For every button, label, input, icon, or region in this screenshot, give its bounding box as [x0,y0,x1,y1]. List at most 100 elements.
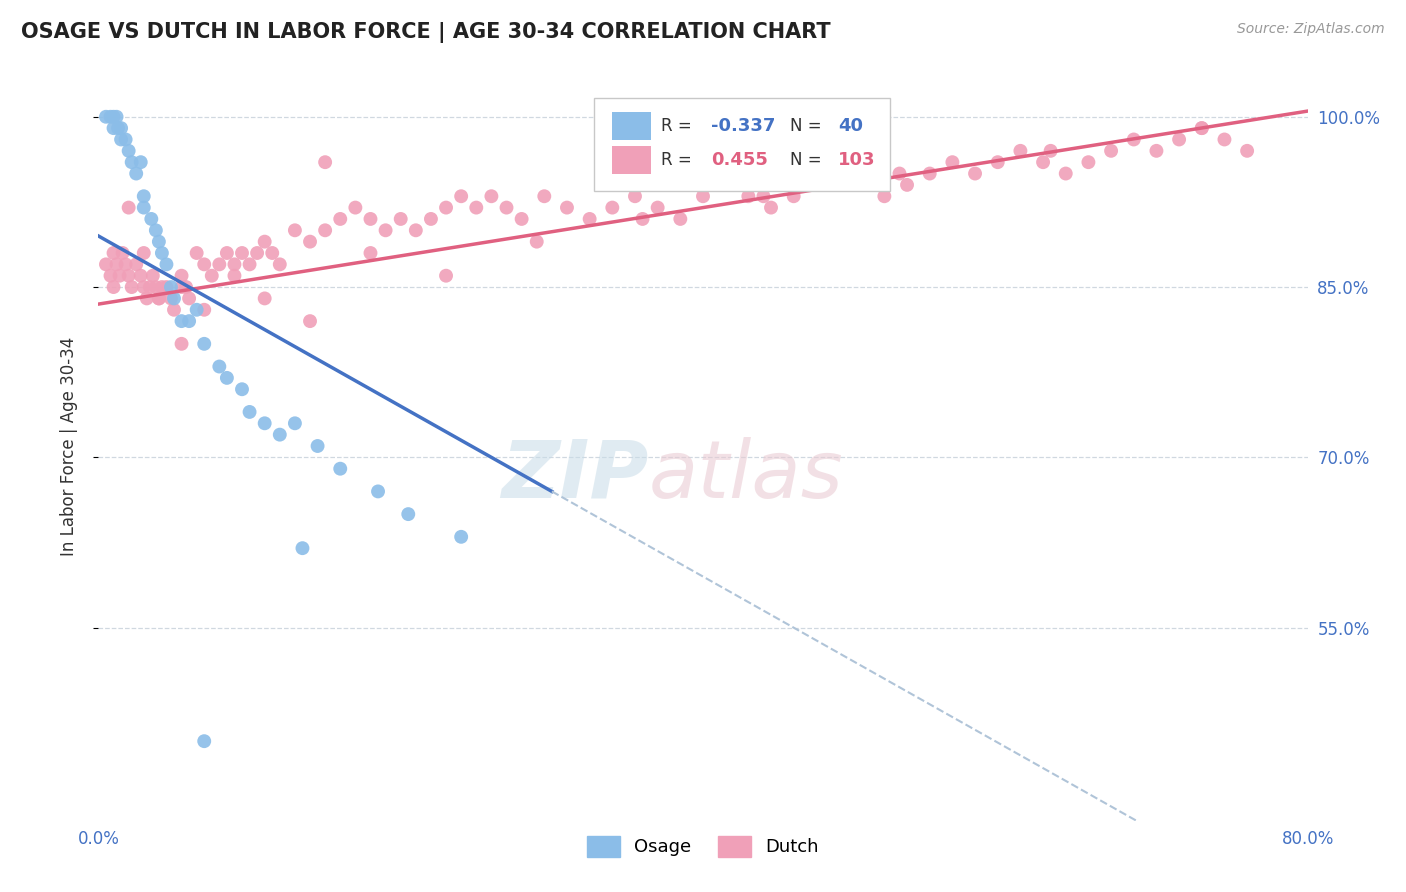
Dutch [526,235,548,249]
Dutch [142,268,165,283]
Dutch [624,189,647,203]
Dutch [896,178,918,192]
Dutch [1099,144,1122,158]
Osage [307,439,329,453]
Legend: Osage, Dutch: Osage, Dutch [581,829,825,864]
Text: 0.455: 0.455 [711,151,768,169]
Osage [132,201,155,215]
Osage [179,314,201,328]
Osage [284,417,307,431]
Dutch [299,235,322,249]
Osage [114,132,136,146]
Dutch [360,246,382,260]
Dutch [155,280,177,294]
Dutch [224,257,246,271]
FancyBboxPatch shape [595,97,890,191]
Dutch [148,292,170,306]
Text: Source: ZipAtlas.com: Source: ZipAtlas.com [1237,22,1385,37]
Text: -0.337: -0.337 [711,117,776,135]
Dutch [121,280,143,294]
Osage [367,484,389,499]
Dutch [193,257,215,271]
Osage [208,359,231,374]
Dutch [918,167,941,181]
Osage [105,110,128,124]
Dutch [160,292,183,306]
Osage [129,155,152,169]
Dutch [889,167,911,181]
Dutch [1077,155,1099,169]
Osage [118,144,141,158]
Dutch [103,246,125,260]
Dutch [132,280,155,294]
Dutch [374,223,396,237]
Text: ZIP: ZIP [501,437,648,515]
Osage [125,167,148,181]
Dutch [314,155,336,169]
Dutch [851,178,873,192]
Dutch [450,189,472,203]
Osage [329,461,352,475]
Dutch [360,211,382,226]
Dutch [344,201,367,215]
Dutch [1122,132,1144,146]
Dutch [284,223,307,237]
Dutch [1168,132,1191,146]
Dutch [987,155,1010,169]
Dutch [1032,155,1054,169]
Text: R =: R = [661,117,697,135]
Dutch [965,167,987,181]
Dutch [1191,121,1213,136]
Osage [193,336,215,351]
Dutch [231,246,253,260]
Dutch [179,292,201,306]
Dutch [405,223,427,237]
Dutch [806,178,828,192]
Dutch [201,268,224,283]
Dutch [1039,144,1062,158]
Dutch [299,314,322,328]
Y-axis label: In Labor Force | Age 30-34: In Labor Force | Age 30-34 [59,336,77,556]
Dutch [465,201,488,215]
Text: 103: 103 [838,151,876,169]
Dutch [578,211,600,226]
Dutch [253,235,276,249]
Dutch [602,201,624,215]
Osage [141,211,163,226]
Dutch [118,268,141,283]
Dutch [783,189,806,203]
Dutch [752,189,775,203]
Osage [148,235,170,249]
Dutch [1236,144,1258,158]
Dutch [1144,144,1167,158]
Osage [94,110,117,124]
Dutch [193,302,215,317]
Dutch [269,257,291,271]
Dutch [94,257,117,271]
Dutch [105,257,128,271]
Dutch [103,280,125,294]
Dutch [941,155,963,169]
Osage [163,292,186,306]
Text: N =: N = [790,151,827,169]
Osage [193,734,215,748]
Dutch [533,189,555,203]
Osage [110,132,132,146]
Dutch [118,201,141,215]
Osage [121,155,143,169]
Dutch [759,201,782,215]
Osage [239,405,262,419]
Dutch [208,257,231,271]
Dutch [224,268,246,283]
Osage [253,417,276,431]
Dutch [1054,167,1077,181]
Dutch [714,178,737,192]
Osage [215,371,238,385]
Text: 40: 40 [838,117,863,135]
Osage [450,530,472,544]
Dutch [692,189,714,203]
Dutch [170,336,193,351]
Osage [269,427,291,442]
Osage [107,121,129,136]
Dutch [737,189,759,203]
